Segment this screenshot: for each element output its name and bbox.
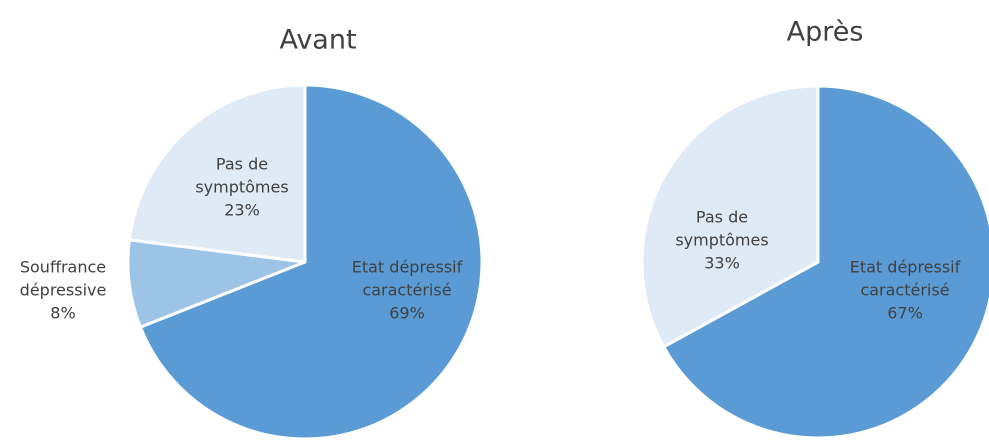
slice-label: Etat dépressif caractérisé 69%: [337, 256, 477, 325]
pie-slice: [138, 83, 484, 441]
chart-title: Avant: [279, 24, 357, 56]
slice-category: Pas de symptômes: [675, 207, 769, 250]
chart-title: Après: [786, 16, 864, 48]
slice-value: 23%: [224, 200, 260, 220]
slice-label: Souffrance dépressive 8%: [13, 256, 113, 325]
slice-category: Etat dépressif caractérisé: [849, 257, 961, 300]
slice-category: Souffrance dépressive: [19, 257, 107, 300]
slice-label: Pas de symptômes 23%: [192, 153, 292, 222]
slice-value: 69%: [389, 303, 425, 323]
slice-category: Etat dépressif caractérisé: [351, 257, 463, 300]
slice-value: 67%: [887, 303, 923, 323]
pie-slice: [126, 238, 307, 329]
slice-label: Pas de symptômes 33%: [672, 206, 772, 275]
pie-slice: [127, 83, 307, 264]
slice-category: Pas de symptômes: [195, 154, 289, 197]
slice-value: 8%: [50, 303, 76, 323]
slice-label: Etat dépressif caractérisé 67%: [835, 256, 975, 325]
pie-slice: [640, 84, 820, 349]
pie-slice: [662, 84, 989, 440]
slice-value: 33%: [704, 253, 740, 273]
